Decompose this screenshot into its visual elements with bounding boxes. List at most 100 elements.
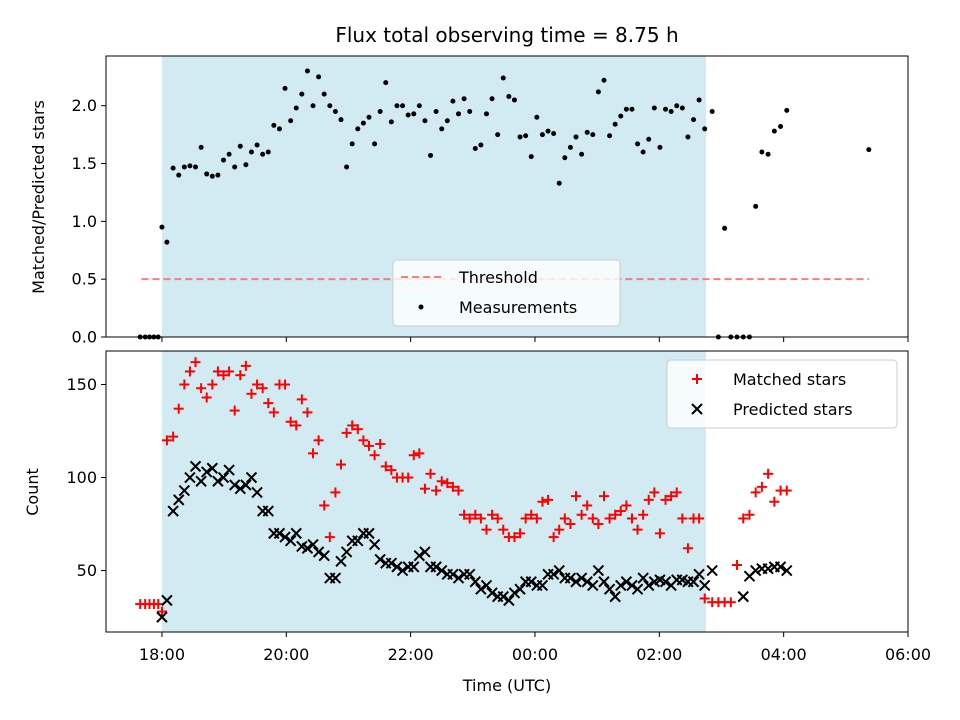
matched-stars-point: [626, 513, 637, 524]
measurements-point: [651, 105, 657, 111]
matched-stars-point: [291, 420, 302, 431]
matched-stars-point: [425, 468, 436, 479]
matched-stars-point: [161, 435, 172, 446]
matched-stars-point: [324, 532, 335, 543]
predicted-stars-point: [486, 587, 498, 599]
predicted-stars-point: [430, 561, 442, 573]
legend-threshold-label: Threshold: [458, 268, 538, 287]
matched-stars-point: [201, 392, 212, 403]
measurements-point: [388, 119, 394, 125]
matched-stars-point: [207, 379, 218, 390]
measurements-point: [623, 106, 629, 112]
predicted-stars-point: [240, 479, 252, 491]
matched-stars-point: [296, 394, 307, 405]
predicted-stars-point: [284, 535, 297, 547]
measurements-point: [310, 103, 316, 109]
matched-stars-point: [515, 528, 526, 539]
matched-stars-point: [252, 379, 263, 390]
predicted-stars-point: [251, 486, 263, 499]
measurements-point: [215, 172, 221, 178]
measurements-point: [349, 141, 355, 147]
bottom-legend: Matched stars Predicted stars: [666, 359, 898, 429]
measurements-point: [232, 164, 238, 170]
matched-stars-point: [431, 485, 442, 496]
legend-matched-label: Matched stars: [733, 370, 846, 389]
predicted-stars-point: [201, 466, 213, 478]
predicted-stars-point: [706, 564, 718, 577]
measurements-point: [657, 144, 663, 150]
matched-stars-point: [554, 524, 565, 535]
predicted-stars-point: [570, 576, 582, 588]
measurements-point: [400, 103, 406, 109]
chart-title: Flux total observing time = 8.75 h: [335, 23, 678, 47]
measurements-point: [433, 109, 439, 115]
top-y-tick-label: 0.0: [72, 328, 97, 347]
matched-stars-point: [257, 383, 268, 394]
predicted-stars-point: [480, 579, 493, 592]
measurements-point: [428, 152, 434, 158]
predicted-stars-point: [212, 475, 224, 487]
measurements-point: [372, 141, 378, 147]
measurements-point: [439, 126, 445, 132]
matched-stars-point: [593, 519, 604, 530]
matched-stars-point: [638, 509, 649, 520]
matched-stars-point: [537, 496, 548, 507]
measurements-point: [411, 111, 417, 117]
measurements-point: [176, 172, 182, 178]
matched-stars-point: [615, 506, 626, 517]
measurements-point: [635, 141, 641, 147]
matched-stars-point: [453, 485, 464, 496]
measurements-point: [198, 144, 204, 150]
measurements-point: [685, 134, 691, 140]
measurements-point: [248, 149, 254, 155]
top-y-tick-label: 1.0: [72, 212, 97, 231]
matched-stars-point: [498, 524, 509, 535]
measurements-point: [691, 117, 697, 123]
measurements-point: [702, 126, 708, 132]
matched-stars-point: [218, 370, 229, 381]
predicted-stars-point: [575, 572, 588, 584]
predicted-stars-point: [503, 594, 515, 607]
predicted-stars-point: [161, 594, 173, 607]
matched-stars-point: [229, 405, 240, 416]
measurements-point: [159, 224, 165, 230]
measurements-point: [696, 97, 702, 103]
measurements-point: [299, 91, 305, 97]
bottom-y-tick-label: 50: [77, 561, 97, 580]
top-panel: 0.00.51.01.52.0 Matched/Predicted stars …: [29, 55, 909, 347]
top-legend: Threshold Measurements: [392, 259, 621, 327]
predicted-stars-point: [178, 484, 191, 497]
measurements-point: [646, 136, 652, 142]
matched-stars-point: [240, 360, 251, 371]
measurements-point: [405, 112, 411, 118]
matched-stars-point: [280, 379, 291, 390]
measurements-point: [467, 109, 473, 115]
predicted-stars-point: [553, 564, 565, 577]
predicted-stars-point: [391, 561, 403, 573]
matched-stars-point: [682, 543, 693, 554]
measurements-point: [288, 118, 294, 124]
matched-stars-point: [470, 509, 481, 520]
matched-stars-point: [464, 513, 475, 524]
matched-stars-point: [235, 370, 246, 381]
predicted-stars-point: [301, 542, 314, 554]
measurements-point: [461, 96, 467, 102]
matched-stars-point: [358, 435, 369, 446]
matched-stars-point: [459, 509, 470, 520]
matched-stars-point: [212, 366, 223, 377]
measurements-point: [237, 143, 243, 149]
predicted-stars-point: [508, 587, 521, 599]
measurements-point: [595, 89, 601, 95]
matched-stars-point: [677, 513, 688, 524]
matched-stars-point: [649, 487, 660, 498]
predicted-stars-point: [279, 531, 291, 543]
measurements-point: [271, 122, 277, 128]
predicted-stars-point: [536, 579, 549, 592]
measurements-point: [629, 106, 635, 112]
predicted-stars-point: [447, 568, 459, 581]
bottom-axes-frame: [105, 350, 909, 633]
matched-stars-point: [330, 487, 341, 498]
predicted-stars-point: [363, 527, 375, 540]
matched-stars-point: [509, 532, 520, 543]
measurements-point: [709, 109, 715, 115]
